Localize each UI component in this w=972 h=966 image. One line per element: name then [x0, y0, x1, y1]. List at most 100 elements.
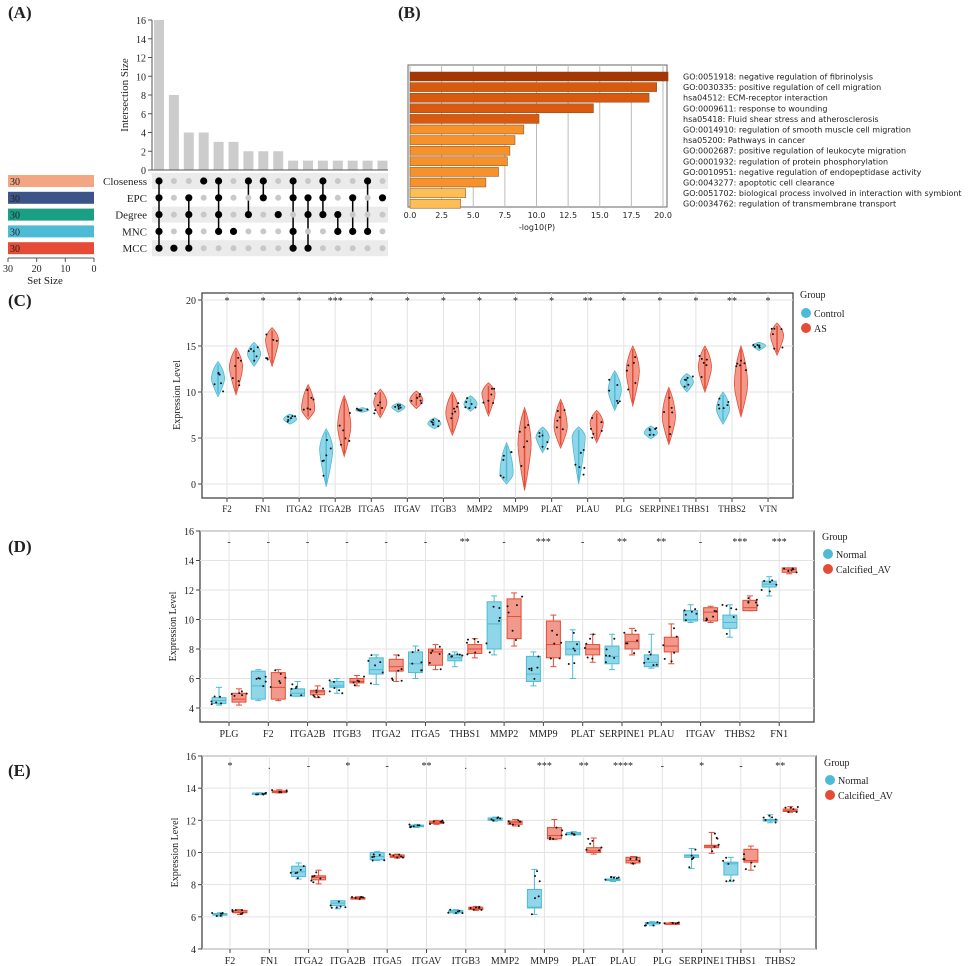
data-point — [635, 856, 638, 859]
data-point — [648, 433, 651, 436]
data-point — [379, 661, 382, 664]
matrix-dot-active — [155, 244, 163, 252]
data-point — [591, 657, 594, 660]
significance-label: *** — [732, 537, 747, 548]
data-point — [287, 419, 290, 422]
box-normal — [290, 688, 306, 697]
x-tick-label: ITGA2 — [372, 729, 401, 740]
data-point — [306, 389, 309, 392]
box-normal — [250, 670, 266, 700]
x-tick-label: SERPINE1 — [679, 956, 725, 966]
data-point — [348, 439, 351, 442]
data-point — [315, 871, 318, 874]
matrix-dot-active — [289, 177, 297, 185]
enrichment-bar — [409, 103, 594, 114]
enrichment-bar — [409, 92, 650, 103]
data-point — [625, 642, 628, 645]
data-point — [627, 364, 630, 367]
data-point — [775, 583, 778, 586]
enrichment-term-label: GO:0010951: negative regulation of endop… — [683, 168, 922, 177]
matrix-dot-active — [304, 211, 312, 219]
matrix-dot-inactive — [185, 178, 192, 184]
data-point — [420, 669, 423, 672]
data-point — [695, 612, 698, 615]
legend-key — [801, 323, 811, 333]
matrix-dot-inactive — [200, 245, 207, 252]
data-point — [363, 675, 366, 678]
data-point — [432, 820, 435, 823]
significance-label: - — [345, 537, 348, 548]
matrix-dot-active — [349, 194, 357, 202]
significance-label: *** — [772, 537, 787, 548]
enrichment-term-label: hsa05200: Pathways in cancer — [683, 136, 806, 145]
significance-label: ** — [460, 537, 470, 548]
data-point — [230, 692, 233, 695]
x-tick-label: THBS1 — [450, 729, 481, 740]
matrix-dot-inactive — [334, 178, 341, 184]
matrix-dot-active — [349, 227, 357, 235]
data-point — [296, 877, 299, 880]
set-size-value: 30 — [10, 211, 20, 222]
data-point — [379, 401, 382, 404]
data-point — [264, 791, 267, 794]
data-point — [768, 814, 771, 817]
intersection-bar — [258, 151, 269, 170]
legend-label: AS — [814, 324, 827, 335]
data-point — [546, 441, 549, 444]
matrix-dot-active — [304, 244, 312, 252]
legend-label: Control — [814, 309, 845, 320]
data-point — [218, 373, 221, 376]
data-point — [705, 364, 708, 367]
data-point — [702, 361, 705, 364]
matrix-dot-inactive — [364, 245, 371, 252]
data-point — [474, 906, 477, 909]
data-point — [507, 611, 510, 614]
data-point — [473, 637, 476, 640]
data-point — [396, 856, 399, 859]
data-point — [721, 603, 724, 606]
data-point — [374, 664, 377, 667]
significance-label: . — [465, 761, 468, 772]
significance-label: * — [513, 296, 518, 307]
matrix-dot-inactive — [349, 178, 356, 184]
matrix-dot-active — [319, 194, 327, 202]
matrix-dot-inactive — [260, 211, 267, 218]
data-point — [538, 435, 541, 438]
matrix-dot-inactive — [170, 211, 177, 218]
x-tick-label: PLAU — [610, 956, 637, 966]
data-point — [344, 437, 347, 440]
set-size-axis-label: Set Size — [27, 275, 63, 287]
matrix-dot-active — [364, 177, 372, 185]
data-point — [315, 691, 318, 694]
enrichment-bar — [409, 124, 525, 135]
matrix-dot-inactive — [275, 178, 282, 184]
box-normal — [368, 657, 384, 675]
data-point — [671, 922, 674, 925]
data-point — [517, 824, 520, 827]
data-point — [755, 598, 758, 601]
enrichment-x-tick-label: 15.0 — [591, 211, 609, 220]
data-point — [570, 832, 573, 835]
data-point — [790, 569, 793, 572]
data-point — [477, 640, 480, 643]
data-point — [770, 327, 773, 330]
box-normal — [408, 651, 423, 674]
data-point — [388, 853, 391, 856]
data-point — [492, 819, 495, 822]
data-point — [684, 619, 687, 622]
enrichment-x-tick-label: 7.5 — [499, 211, 512, 220]
box-calcified_av — [742, 599, 758, 612]
enrichment-bar — [409, 156, 508, 167]
data-point — [725, 856, 728, 859]
data-point — [582, 449, 585, 452]
data-point — [338, 424, 341, 427]
data-point — [256, 346, 259, 349]
box-normal — [329, 680, 345, 688]
x-tick-label: SERPINE1 — [639, 504, 680, 514]
data-point — [453, 407, 456, 410]
data-point — [553, 642, 556, 645]
data-point — [663, 657, 666, 660]
data-point — [482, 401, 485, 404]
significance-label: * — [693, 296, 698, 307]
data-point — [509, 822, 512, 825]
